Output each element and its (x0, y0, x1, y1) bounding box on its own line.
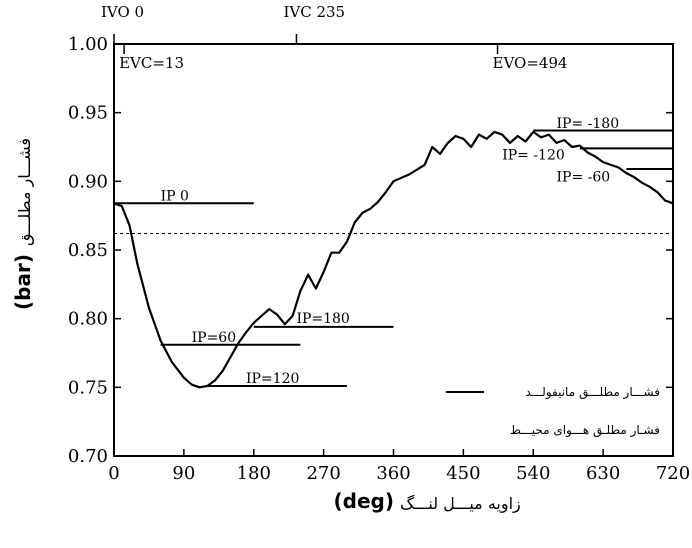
y-axis-title: (bar) فشـــار مطلـــق (11, 138, 35, 310)
x-axis-title-text: زاویه میـــل لنـــگ (400, 494, 521, 514)
injection-period-label: IP= -120 (502, 147, 565, 163)
valve-markers-group: IVO 0 IVC 235 EVC=13 EVO=494 (101, 3, 568, 72)
y-tick-label: 0.90 (68, 171, 108, 192)
y-axis-title-unit: (bar) (11, 254, 35, 310)
x-tick-label: 450 (446, 463, 480, 484)
injection-period-label: IP= -60 (557, 169, 611, 185)
y-tick-label: 0.80 (68, 309, 108, 330)
injection-markers-group: IP 0 IP=60 IP=120 IP=180 IP= -180 IP= -120 IP=… (114, 116, 673, 387)
y-tick-label: 0.95 (68, 103, 108, 124)
top-marker-label: IVC 235 (283, 3, 345, 21)
x-tick-label: 270 (306, 463, 340, 484)
injection-period-label: IP 0 (161, 189, 189, 205)
injection-period-label: IP= -180 (557, 116, 620, 132)
inner-marker-label: EVC=13 (119, 54, 184, 72)
x-tick-label: 540 (516, 463, 550, 484)
inner-marker-label: EVO=494 (493, 54, 568, 72)
y-tick-label: 1.00 (68, 34, 108, 55)
y-tick-label: 0.70 (68, 446, 108, 467)
x-axis-title: (deg) زاویه میـــل لنـــگ (334, 489, 521, 514)
x-tick-label: 720 (656, 463, 690, 484)
manifold-pressure-line (113, 130, 674, 389)
legend: فشـــار مطلـــق مانیفولـــد فشـار مطلـق … (446, 385, 660, 438)
plot-frame (113, 43, 674, 457)
x-tick-label: 630 (586, 463, 620, 484)
x-tick-label: 0 (108, 463, 119, 484)
top-marker-label: IVO 0 (101, 3, 144, 21)
x-ticks-group: 0 90 180 270 360 450 540 630 720 (108, 449, 690, 484)
x-tick-label: 360 (376, 463, 410, 484)
y-axis-title-text: فشـــار مطلـــق (15, 138, 35, 246)
x-tick-label: 180 (237, 463, 271, 484)
injection-period-label: IP=60 (192, 330, 237, 346)
injection-period-label: IP=120 (246, 371, 299, 387)
x-axis-title-unit: (deg) (334, 489, 394, 513)
legend-ambient-pressure: فشـار مطلـق هـــوای محیـــط (510, 423, 660, 438)
x-tick-label: 90 (172, 463, 195, 484)
y-tick-label: 0.85 (68, 240, 108, 261)
y-tick-label: 0.75 (68, 377, 108, 398)
injection-period-label: IP=180 (296, 311, 349, 327)
y-ticks-group: 0.70 0.75 0.80 0.85 0.90 0.95 1.00 (68, 34, 673, 467)
series-group (113, 130, 674, 389)
legend-manifold-pressure: فشـــار مطلـــق مانیفولـــد (525, 385, 660, 400)
